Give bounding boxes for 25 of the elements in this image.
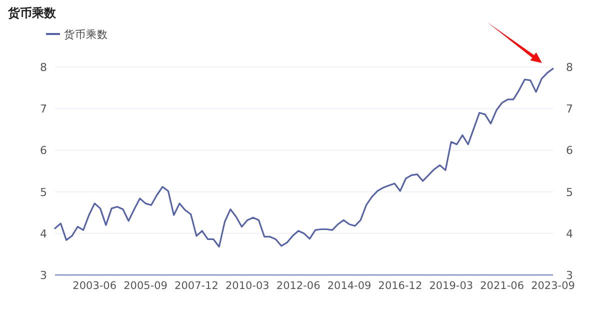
chart-title: 货币乘数 [7,6,57,20]
x-tick-label: 2023-09 [531,280,575,292]
y-tick-label: 5 [40,186,47,199]
y2-tick-label: 3 [566,269,573,282]
y-tick-label: 6 [40,144,47,158]
x-tick-label: 2005-09 [124,280,168,292]
y2-tick-label: 5 [566,186,573,199]
y-tick-label: 3 [40,269,47,282]
y2-tick-label: 7 [566,102,573,116]
y-tick-label: 8 [40,61,47,74]
x-tick-label: 2016-12 [378,280,422,292]
line-series [54,68,554,248]
x-tick-label: 2010-03 [225,280,270,292]
x-tick-label: 2019-03 [429,280,474,292]
y2-tick-label: 6 [566,144,573,158]
x-tick-label: 2012-06 [276,280,321,292]
x-tick-label: 2007-12 [174,280,218,292]
y-tick-label: 4 [40,227,47,240]
y2-tick-label: 8 [566,61,573,74]
x-tick-label: 2014-09 [327,280,372,292]
y2-tick-label: 4 [566,227,573,240]
y-tick-label: 7 [40,102,47,116]
x-tick-label: 2003-06 [72,280,117,292]
legend-label: 货币乘数 [64,28,108,41]
x-tick-label: 2021-06 [480,280,524,292]
